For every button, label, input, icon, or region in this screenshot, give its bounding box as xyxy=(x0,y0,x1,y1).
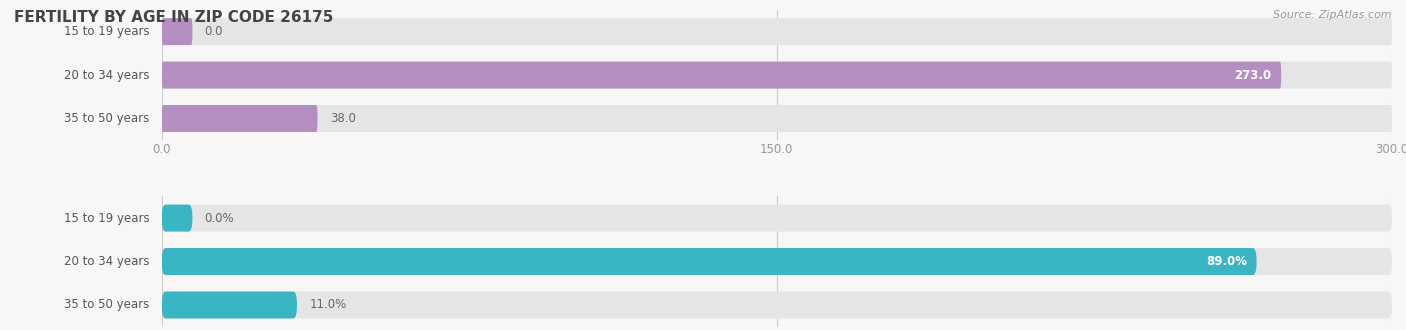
Text: 38.0: 38.0 xyxy=(330,112,356,125)
Text: 0.0: 0.0 xyxy=(205,25,224,38)
FancyBboxPatch shape xyxy=(162,62,1281,88)
Text: 0.0%: 0.0% xyxy=(205,212,235,225)
Text: 20 to 34 years: 20 to 34 years xyxy=(63,255,149,268)
FancyBboxPatch shape xyxy=(162,18,1392,45)
FancyBboxPatch shape xyxy=(162,248,1392,275)
Text: 89.0%: 89.0% xyxy=(1206,255,1247,268)
Text: 20 to 34 years: 20 to 34 years xyxy=(63,69,149,82)
FancyBboxPatch shape xyxy=(162,291,1392,318)
FancyBboxPatch shape xyxy=(162,291,297,318)
Text: 11.0%: 11.0% xyxy=(309,298,346,312)
Text: 273.0: 273.0 xyxy=(1234,69,1271,82)
Text: FERTILITY BY AGE IN ZIP CODE 26175: FERTILITY BY AGE IN ZIP CODE 26175 xyxy=(14,10,333,25)
Text: 15 to 19 years: 15 to 19 years xyxy=(63,212,149,225)
FancyBboxPatch shape xyxy=(162,205,193,232)
FancyBboxPatch shape xyxy=(162,248,1257,275)
Text: 15 to 19 years: 15 to 19 years xyxy=(63,25,149,38)
Text: 35 to 50 years: 35 to 50 years xyxy=(65,112,149,125)
Text: Source: ZipAtlas.com: Source: ZipAtlas.com xyxy=(1274,10,1392,20)
Text: 35 to 50 years: 35 to 50 years xyxy=(65,298,149,312)
FancyBboxPatch shape xyxy=(162,105,1392,132)
FancyBboxPatch shape xyxy=(162,18,193,45)
FancyBboxPatch shape xyxy=(162,205,1392,232)
FancyBboxPatch shape xyxy=(162,105,318,132)
FancyBboxPatch shape xyxy=(162,62,1392,88)
